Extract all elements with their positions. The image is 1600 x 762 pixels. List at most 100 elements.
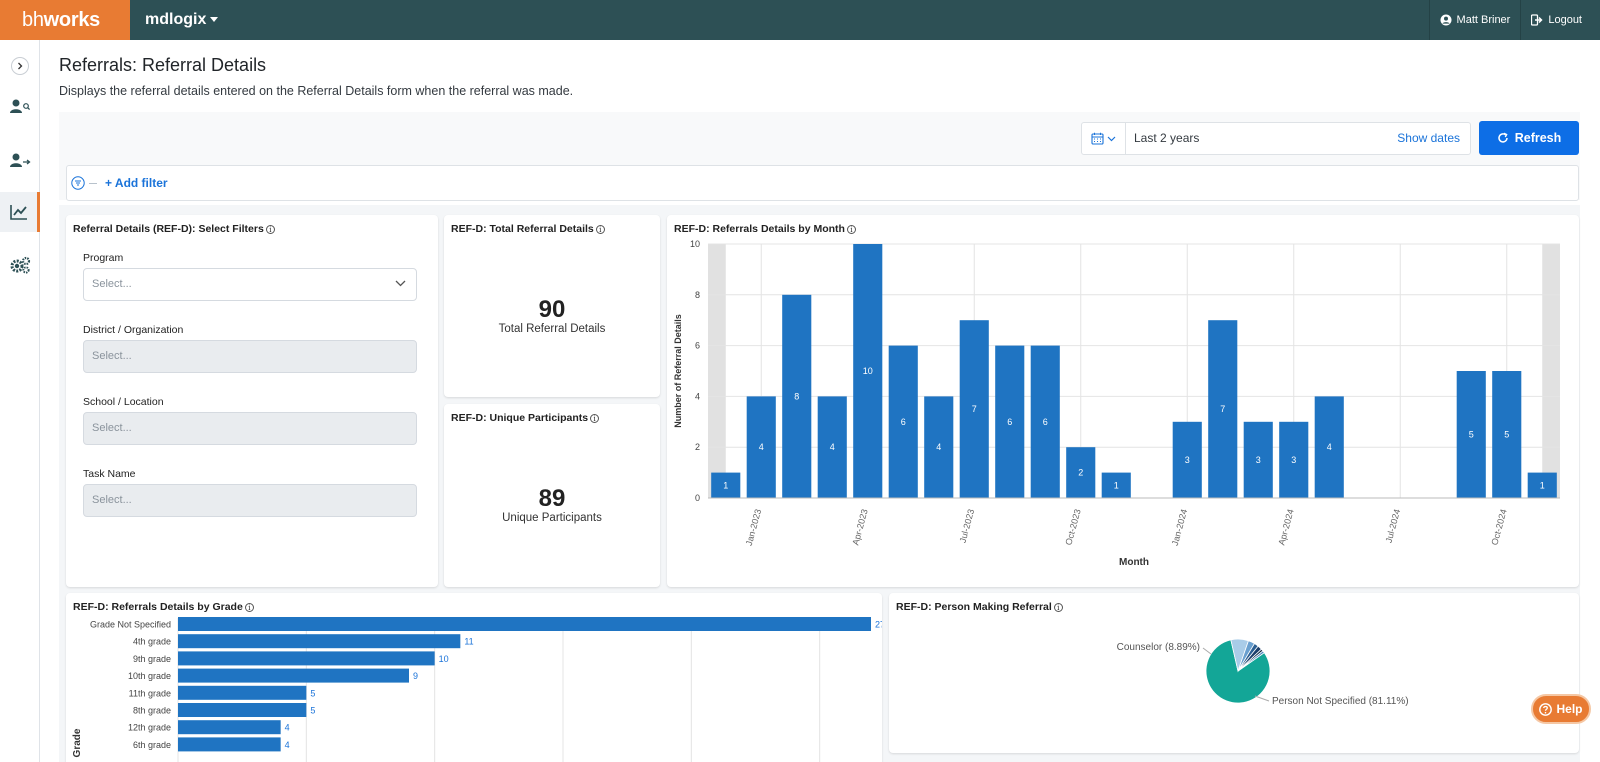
logout-label: Logout [1548,14,1582,26]
user-menu[interactable]: Matt Briner [1428,0,1521,40]
chevron-down-icon [395,280,406,287]
bar-value-label: 4 [936,442,941,452]
month-bar [1314,396,1344,498]
grade-category-label: 8th grade [133,706,171,716]
month-bar [995,345,1025,498]
refresh-label: Refresh [1514,131,1562,145]
date-range-value: Last 2 years [1134,131,1200,145]
month-bar [959,320,989,498]
plot-area [708,244,1560,498]
help-label: Help [1556,702,1583,716]
page-description: Displays the referral details entered on… [59,84,574,98]
monthly-card-title: REF-D: Referrals Details by Month i [674,223,856,235]
x-tick-label: Apr-2024 [1276,508,1295,546]
date-preset-dropdown[interactable] [1082,123,1126,154]
leader-line [1254,695,1270,702]
school-select[interactable]: Select... [83,412,417,445]
select-filters-card: Referral Details (REF-D): Select Filters… [66,215,438,587]
program-select[interactable]: Select... [83,268,417,301]
filter-bar: + Add filter [66,165,1579,201]
info-icon[interactable]: i [595,225,605,234]
grade-bar [178,685,307,700]
grade-bar [178,617,871,631]
sidebar-referrals[interactable] [0,140,40,180]
total-card-title: REF-D: Total Referral Details i [451,223,605,235]
brand-logo[interactable]: bhworks [0,0,130,40]
bar-value-label: 10 [863,366,873,376]
district-select[interactable]: Select... [83,340,417,373]
select-filters-title: Referral Details (REF-D): Select Filters… [73,223,275,235]
month-bar [1208,320,1238,498]
user-circle-icon [1440,14,1452,26]
expand-sidebar-button[interactable] [0,46,40,86]
shaded-range-start [708,244,726,498]
month-bar [1492,371,1522,498]
org-dropdown[interactable]: mdlogix [145,0,219,40]
grade-bar [178,634,461,649]
month-bar [746,396,776,498]
bar-value-label: 4 [285,723,290,733]
bar-value-label: 6 [1043,417,1048,427]
filter-icon [71,176,85,190]
info-icon[interactable]: i [244,603,254,612]
y-tick-label: 2 [695,442,700,452]
grade-category-label: 10th grade [128,671,171,681]
pie-label: Person Not Specified (81.11%) [1272,696,1409,707]
month-bar [1243,421,1273,498]
referrals-by-month-card: REF-D: Referrals Details by Month i 0 2 4 6 8… [667,215,1579,587]
y-tick-label: 4 [695,391,700,401]
left-sidebar [0,40,40,762]
month-bar [1030,345,1060,498]
referrals-by-grade-chart: Grade Not Specified 27 4th grade 11 9th grad… [72,617,882,762]
bar-value-label: 6 [1007,417,1012,427]
grade-category-label: 4th grade [133,637,171,647]
sidebar-participant-search[interactable] [0,86,40,126]
program-label: Program [83,252,124,264]
x-tick-label: Jan-2024 [1170,508,1189,547]
pie-slice [1237,650,1265,672]
help-button[interactable]: Help [1531,694,1591,724]
grade-category-label: 9th grade [133,654,171,664]
month-bar [1527,472,1557,498]
month-bar [1066,447,1096,498]
y-tick-label: 6 [695,341,700,351]
y-axis-title: Grade [72,728,83,757]
bar-value-label: 7 [1220,404,1225,414]
logout-link[interactable]: Logout [1520,0,1600,40]
refresh-button[interactable]: Refresh [1479,121,1579,155]
leader-line [1202,647,1212,655]
user-name: Matt Briner [1456,14,1511,26]
unique-value: 89 [538,485,566,512]
x-axis-title: Month [1119,557,1149,568]
sidebar-settings[interactable] [0,245,40,285]
task-name-select[interactable]: Select... [83,484,417,517]
month-bar [817,396,847,498]
bar-value-label: 1 [1114,480,1119,490]
bar-value-label: 5 [310,688,315,698]
bar-value-label: 1 [723,480,728,490]
info-icon[interactable]: i [265,225,275,234]
user-search-icon [10,99,31,113]
task-name-label: Task Name [83,468,136,480]
x-tick-label: Jul-2024 [1384,508,1403,544]
y-axis-title: Number of Referral Details [673,314,683,428]
total-referral-details-card: REF-D: Total Referral Details i 90 Total … [444,215,660,397]
info-icon[interactable]: i [590,414,600,423]
info-icon[interactable]: i [846,225,856,234]
logout-icon [1531,14,1543,26]
sidebar-reports[interactable] [0,192,40,232]
grade-category-label: 11th grade [129,688,171,698]
bar-value-label: 4 [759,442,764,452]
refresh-icon [1498,132,1508,143]
add-filter-button[interactable]: + Add filter [105,176,168,190]
bar-value-label: 3 [1185,455,1190,465]
show-dates-link[interactable]: Show dates [1397,131,1460,145]
bar-value-label: 6 [901,417,906,427]
program-placeholder: Select... [92,278,132,290]
bar-value-label: 8 [794,391,799,401]
x-tick-label: Apr-2023 [850,508,869,546]
month-bar [1101,472,1131,498]
date-range-picker[interactable]: Last 2 years Show dates [1081,122,1471,155]
info-icon[interactable]: i [1053,603,1063,612]
grade-bar [178,651,435,666]
